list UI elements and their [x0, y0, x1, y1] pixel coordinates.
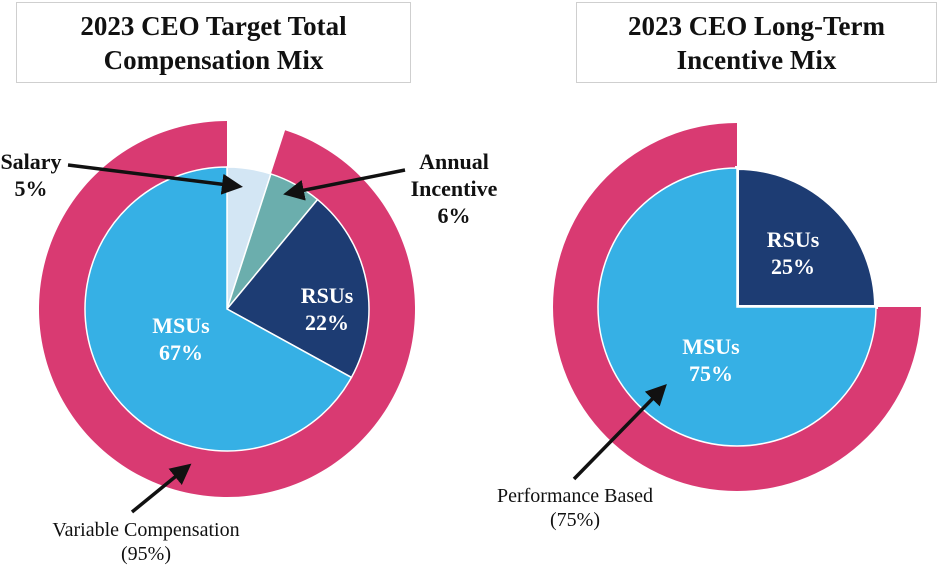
slice-label-msus: 75%: [689, 361, 733, 386]
chart-title-right: 2023 CEO Long-Term Incentive Mix: [576, 2, 937, 83]
arrow-salary-icon: [67, 163, 243, 195]
pie-slice-rsus: [735, 165, 879, 309]
arrow-annual-incentive-icon: [283, 168, 406, 201]
slice-label-rsus: RSUs: [767, 227, 820, 252]
arrow-variable-compensation-icon: [130, 463, 192, 514]
slice-label-salary: 5%: [15, 176, 48, 201]
ring-label-performance-based: (75%): [550, 509, 600, 531]
title-line: 2023 CEO Long-Term: [627, 10, 885, 41]
pie-slice-msus: [597, 167, 877, 447]
ring-label-performance-based: Performance Based: [497, 485, 653, 507]
slice-label-salary: Salary: [0, 149, 61, 174]
chart-title-left: 2023 CEO Target Total Compensation Mix: [16, 2, 411, 83]
slice-label-rsus: 25%: [771, 254, 815, 279]
slice-label-annual-incentive: 6%: [438, 203, 471, 228]
slice-label-annual-incentive: Annual: [419, 149, 489, 174]
title-line: Compensation Mix: [103, 44, 324, 75]
arrow-performance-based-icon: [572, 383, 667, 481]
slice-label-annual-incentive: Incentive: [411, 176, 498, 201]
pie-slice-rsus: [225, 198, 370, 379]
pie-slice-msus: [84, 166, 353, 452]
slice-label-rsus: RSUs: [301, 283, 354, 308]
ring-label-variable-compensation: Variable Compensation: [52, 519, 239, 541]
slice-label-msus: MSUs: [682, 334, 740, 359]
slice-label-msus: MSUs: [152, 313, 210, 338]
slice-label-msus: 67%: [159, 340, 203, 365]
title-line: 2023 CEO Target Total: [80, 10, 347, 41]
ring-label-variable-compensation: (95%): [121, 543, 171, 565]
title-line: Incentive Mix: [676, 44, 837, 75]
slice-label-rsus: 22%: [305, 310, 349, 335]
